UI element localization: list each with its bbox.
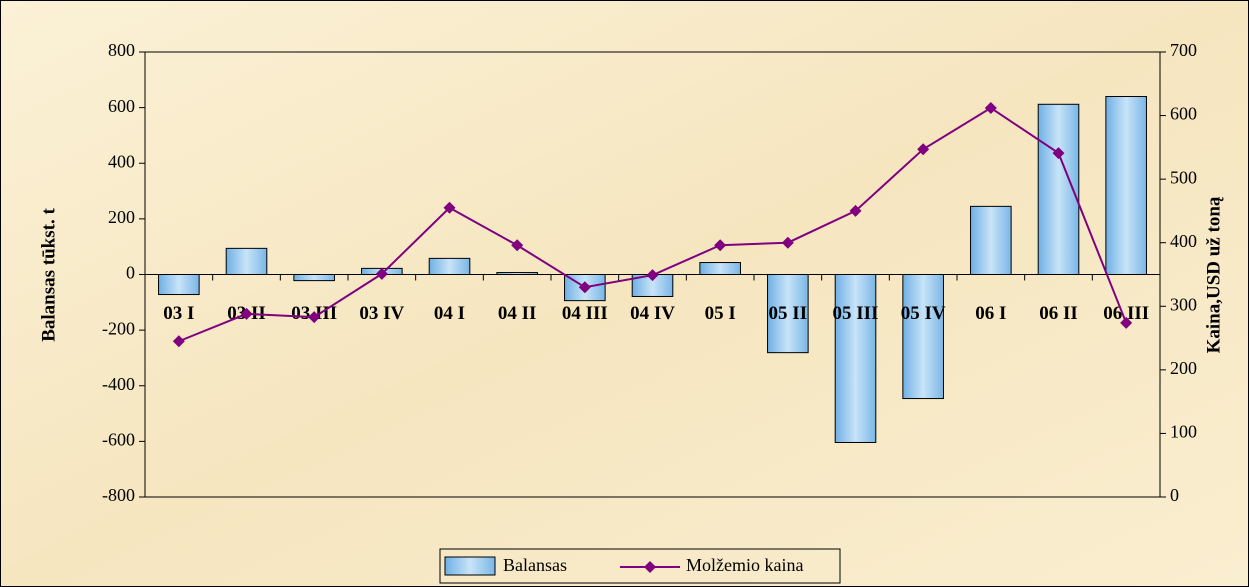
line-marker — [511, 239, 524, 252]
x-tick-label: 06 I — [975, 303, 1006, 324]
bar — [293, 274, 335, 282]
x-tick-label: 05 III — [833, 303, 879, 324]
y-axis-title: Balansas tūkst. t — [38, 208, 59, 342]
x-tick-label: 04 IV — [630, 303, 675, 324]
line-marker — [984, 101, 997, 114]
line-marker — [849, 204, 862, 217]
line-marker — [1120, 316, 1133, 329]
y2-tick-label: 100 — [1170, 422, 1197, 442]
line-marker — [308, 311, 321, 324]
x-tick-label: 03 I — [163, 303, 194, 324]
y-tick-label: -800 — [102, 485, 135, 505]
y-tick-label: 0 — [126, 263, 135, 283]
bar — [699, 262, 741, 275]
line-marker — [375, 267, 388, 280]
bar — [970, 205, 1012, 275]
y2-axis-title: Kaina,USD už toną — [1203, 196, 1224, 353]
x-tick-label: 06 III — [1103, 303, 1149, 324]
bar — [1105, 96, 1147, 275]
y2-tick-label: 0 — [1170, 485, 1179, 505]
legend-label: Balansas — [503, 555, 567, 575]
bar — [428, 257, 471, 275]
line-marker — [917, 143, 930, 156]
line-marker — [240, 307, 253, 320]
y-tick-label: 400 — [108, 151, 135, 171]
x-tick-label: 05 IV — [901, 303, 946, 324]
y-tick-label: 800 — [108, 40, 135, 60]
y2-tick-label: 700 — [1170, 40, 1197, 60]
line-marker — [172, 335, 185, 348]
x-tick-label: 05 I — [705, 303, 736, 324]
y2-tick-label: 400 — [1170, 231, 1197, 251]
legend-box — [439, 548, 841, 584]
x-tick-label: 03 IV — [359, 303, 404, 324]
y2-tick-label: 200 — [1170, 358, 1197, 378]
y-tick-label: -600 — [102, 430, 135, 450]
line-marker — [1052, 147, 1065, 160]
bar — [158, 274, 200, 296]
y-tick-label: 600 — [108, 96, 135, 116]
y2-tick-label: 500 — [1170, 167, 1197, 187]
y-tick-label: -400 — [102, 374, 135, 394]
legend-label: Molžemio kaina — [686, 555, 803, 575]
line-marker — [578, 281, 591, 294]
line-marker — [646, 269, 659, 282]
line-marker — [781, 236, 794, 249]
x-tick-label: 04 II — [498, 303, 537, 324]
y-tick-label: 200 — [108, 207, 135, 227]
line-marker — [714, 239, 727, 252]
bar — [767, 274, 809, 354]
legend-marker — [644, 561, 656, 573]
y-tick-label: -200 — [102, 318, 135, 338]
bar — [225, 247, 268, 275]
x-tick-label: 04 III — [562, 303, 608, 324]
x-tick-label: 04 I — [434, 303, 465, 324]
y2-tick-label: 300 — [1170, 294, 1197, 314]
bar — [834, 274, 877, 443]
bar — [902, 274, 944, 400]
line-marker — [443, 201, 456, 214]
x-tick-label: 05 II — [769, 303, 808, 324]
legend-swatch — [444, 556, 496, 576]
x-tick-label: 06 II — [1039, 303, 1078, 324]
y2-tick-label: 600 — [1170, 104, 1197, 124]
